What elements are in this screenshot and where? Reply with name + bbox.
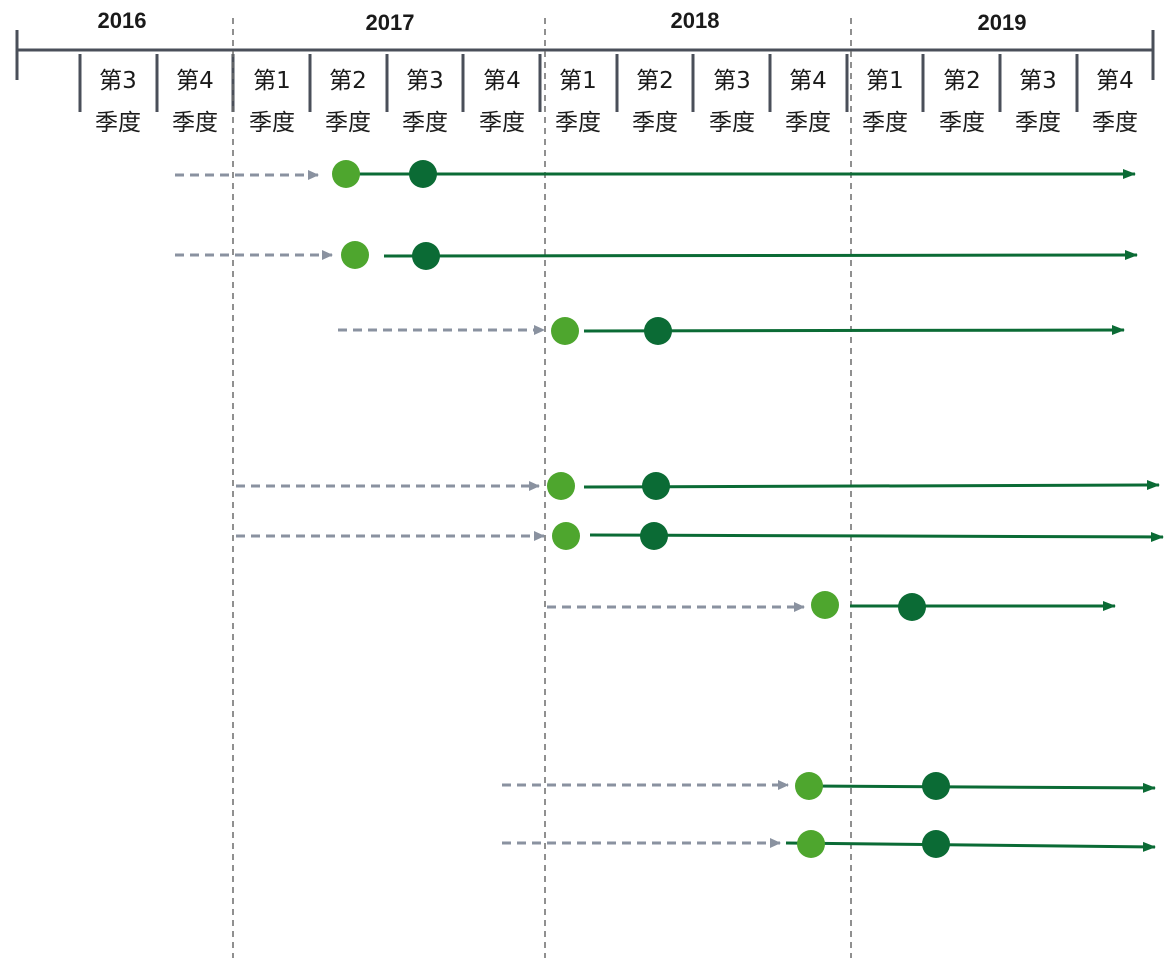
dark-dot [409, 160, 437, 188]
dark-dot [642, 472, 670, 500]
dark-dot [922, 772, 950, 800]
quarter-label-2017-q1: 第1 季度 [249, 68, 295, 136]
dark-dot [898, 593, 926, 621]
dark-dot [412, 242, 440, 270]
light-dot [551, 317, 579, 345]
timeline-row-7 [502, 772, 1156, 800]
timeline-row-1 [175, 160, 1136, 188]
light-dot [332, 160, 360, 188]
quarter-label-2016-q3: 第3 季度 [95, 68, 141, 136]
light-dot [795, 772, 823, 800]
quarter-label-2018-q2: 第2 季度 [632, 68, 678, 136]
timeline-row-3 [338, 317, 1125, 345]
year-dividers [232, 18, 852, 958]
solid-arrow [809, 782, 1156, 793]
quarter-label-2018-q4: 第4 季度 [785, 68, 831, 136]
quarter-label-2019-q1: 第1 季度 [862, 68, 908, 136]
quarter-label-2018-q1: 第1 季度 [555, 68, 601, 136]
timeline-row-2 [175, 241, 1138, 270]
light-dot [797, 830, 825, 858]
quarter-label-2017-q2: 第2 季度 [325, 68, 371, 136]
timeline-row-4 [236, 472, 1160, 500]
solid-arrow [589, 531, 1164, 542]
dark-dot [640, 522, 668, 550]
quarter-labels: 第3 季度 第4 季度 第1 季度 第2 季度 第3 季度 第4 季度 第1 季度 第2 季度 … [95, 68, 1138, 136]
solid-arrow [583, 480, 1160, 491]
quarter-label-2017-q3: 第3 季度 [402, 68, 448, 136]
year-label-2019: 2019 [978, 10, 1027, 35]
year-labels: 2016 2017 2018 2019 [98, 8, 1027, 35]
year-label-2017: 2017 [366, 10, 415, 35]
solid-arrow [785, 841, 1156, 852]
quarter-label-2019-q4: 第4 季度 [1092, 68, 1138, 136]
quarter-label-2017-q4: 第4 季度 [479, 68, 525, 136]
quarter-label-2019-q2: 第2 季度 [939, 68, 985, 136]
light-dot [552, 522, 580, 550]
light-dot [341, 241, 369, 269]
timeline-axis [15, 30, 1155, 80]
quarter-label-2016-q4: 第4 季度 [172, 68, 218, 136]
timeline-row-5 [236, 522, 1164, 550]
solid-arrow [383, 250, 1138, 261]
light-dot [811, 591, 839, 619]
dark-dot [922, 830, 950, 858]
timeline-row-8 [502, 830, 1156, 858]
dark-dot [644, 317, 672, 345]
solid-arrow [583, 325, 1125, 336]
quarter-label-2018-q3: 第3 季度 [709, 68, 755, 136]
year-label-2016: 2016 [98, 8, 147, 33]
light-dot [547, 472, 575, 500]
year-label-2018: 2018 [671, 8, 720, 33]
quarter-label-2019-q3: 第3 季度 [1015, 68, 1061, 136]
timeline-row-6 [547, 591, 1116, 621]
